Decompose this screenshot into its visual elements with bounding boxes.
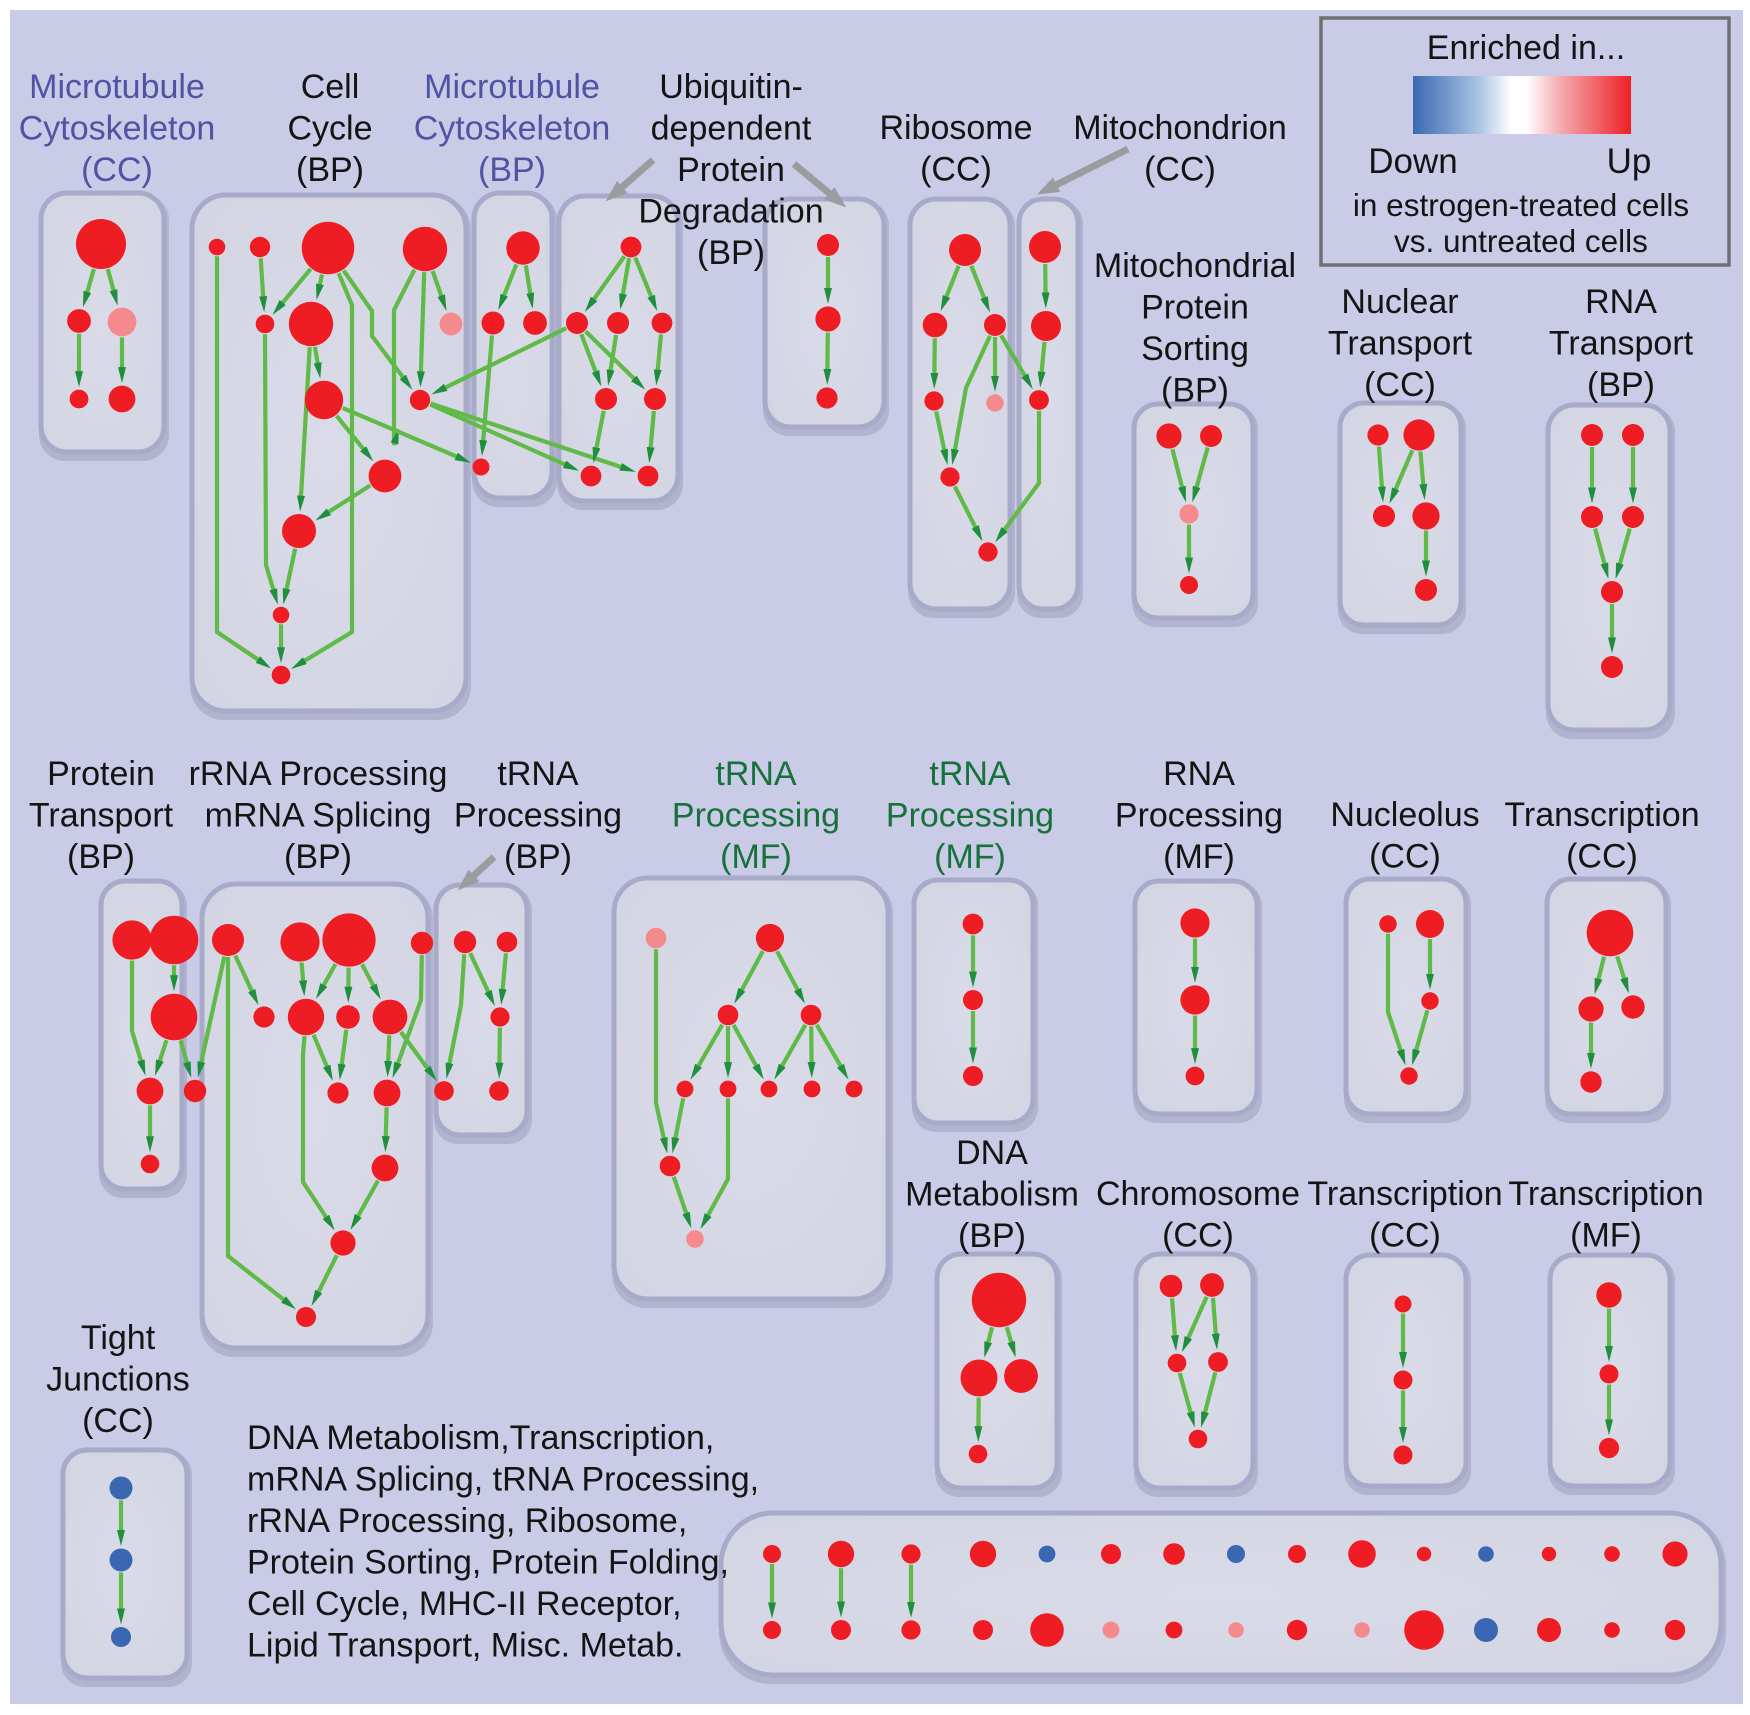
svg-text:(BP): (BP)	[958, 1217, 1026, 1255]
svg-text:rRNA Processing, Ribosome,: rRNA Processing, Ribosome,	[247, 1502, 687, 1540]
svg-text:Degradation: Degradation	[638, 193, 823, 231]
svg-text:(CC): (CC)	[1144, 151, 1216, 189]
svg-text:vs. untreated cells: vs. untreated cells	[1394, 223, 1648, 259]
svg-text:Transcription: Transcription	[1508, 1175, 1703, 1213]
svg-text:(BP): (BP)	[697, 234, 765, 272]
svg-text:Junctions: Junctions	[46, 1361, 190, 1399]
svg-text:Protein Sorting, Protein Foldi: Protein Sorting, Protein Folding,	[247, 1544, 729, 1582]
svg-text:Mitochondrion: Mitochondrion	[1073, 109, 1287, 147]
svg-text:(BP): (BP)	[67, 838, 135, 876]
svg-text:Protein: Protein	[47, 755, 155, 793]
svg-text:(CC): (CC)	[1566, 838, 1638, 876]
svg-text:(BP): (BP)	[296, 151, 364, 189]
svg-text:Transcription: Transcription	[1307, 1175, 1502, 1213]
svg-text:Sorting: Sorting	[1141, 330, 1249, 368]
svg-text:Protein: Protein	[677, 151, 785, 189]
svg-text:Lipid Transport, Misc. Metab.: Lipid Transport, Misc. Metab.	[247, 1627, 684, 1665]
svg-text:(BP): (BP)	[478, 151, 546, 189]
svg-text:Processing: Processing	[672, 797, 840, 835]
svg-text:Nucleolus: Nucleolus	[1330, 796, 1479, 834]
svg-text:tRNA: tRNA	[929, 755, 1011, 793]
svg-text:(MF): (MF)	[1570, 1217, 1642, 1255]
svg-text:RNA: RNA	[1585, 283, 1657, 321]
svg-text:Chromosome: Chromosome	[1096, 1175, 1300, 1213]
svg-text:Cycle: Cycle	[287, 110, 372, 148]
svg-text:Mitochondrial: Mitochondrial	[1094, 247, 1296, 285]
svg-text:tRNA: tRNA	[715, 755, 797, 793]
svg-text:Metabolism: Metabolism	[905, 1176, 1079, 1214]
svg-text:Up: Up	[1607, 142, 1652, 181]
svg-text:Transport: Transport	[29, 797, 174, 835]
svg-text:Transcription: Transcription	[1504, 796, 1699, 834]
svg-text:mRNA Splicing, tRNA Processing: mRNA Splicing, tRNA Processing,	[247, 1461, 759, 1499]
svg-text:Tight: Tight	[81, 1319, 156, 1357]
svg-text:(BP): (BP)	[1587, 366, 1655, 404]
svg-text:Processing: Processing	[886, 797, 1054, 835]
svg-text:(CC): (CC)	[82, 1402, 154, 1440]
svg-text:tRNA: tRNA	[497, 755, 579, 793]
svg-text:Ubiquitin-: Ubiquitin-	[659, 68, 803, 106]
svg-text:dependent: dependent	[651, 110, 812, 148]
svg-text:DNA Metabolism,Transcription,: DNA Metabolism,Transcription,	[247, 1419, 714, 1457]
svg-text:(CC): (CC)	[1364, 366, 1436, 404]
svg-text:rRNA Processing: rRNA Processing	[189, 755, 448, 793]
svg-text:Cytoskeleton: Cytoskeleton	[19, 110, 216, 148]
svg-text:(CC): (CC)	[1369, 1217, 1441, 1255]
svg-text:Processing: Processing	[1115, 797, 1283, 835]
svg-text:(BP): (BP)	[284, 838, 352, 876]
svg-text:Microtubule: Microtubule	[424, 68, 600, 106]
svg-text:in estrogen-treated cells: in estrogen-treated cells	[1353, 187, 1689, 223]
svg-text:(MF): (MF)	[1163, 838, 1235, 876]
svg-text:Cell: Cell	[301, 68, 360, 106]
svg-text:RNA: RNA	[1163, 755, 1235, 793]
svg-text:DNA: DNA	[956, 1134, 1028, 1172]
svg-text:Protein: Protein	[1141, 289, 1249, 327]
svg-text:(MF): (MF)	[720, 838, 792, 876]
svg-text:Ribosome: Ribosome	[879, 109, 1032, 147]
svg-text:Transport: Transport	[1549, 325, 1694, 363]
svg-text:(CC): (CC)	[1369, 838, 1441, 876]
svg-text:Processing: Processing	[454, 797, 622, 835]
svg-text:(CC): (CC)	[1162, 1217, 1234, 1255]
svg-text:Microtubule: Microtubule	[29, 68, 205, 106]
svg-text:(BP): (BP)	[504, 838, 572, 876]
svg-text:(CC): (CC)	[81, 151, 153, 189]
svg-text:(MF): (MF)	[934, 838, 1006, 876]
svg-text:Cell Cycle, MHC-II Receptor,: Cell Cycle, MHC-II Receptor,	[247, 1585, 682, 1623]
svg-text:(BP): (BP)	[1161, 372, 1229, 410]
svg-text:Transport: Transport	[1328, 325, 1473, 363]
svg-text:Cytoskeleton: Cytoskeleton	[414, 110, 611, 148]
svg-text:(CC): (CC)	[920, 151, 992, 189]
svg-text:Nuclear: Nuclear	[1341, 283, 1458, 321]
svg-text:Enriched in...: Enriched in...	[1427, 29, 1625, 67]
svg-text:Down: Down	[1368, 142, 1457, 181]
svg-text:mRNA Splicing: mRNA Splicing	[205, 797, 432, 835]
